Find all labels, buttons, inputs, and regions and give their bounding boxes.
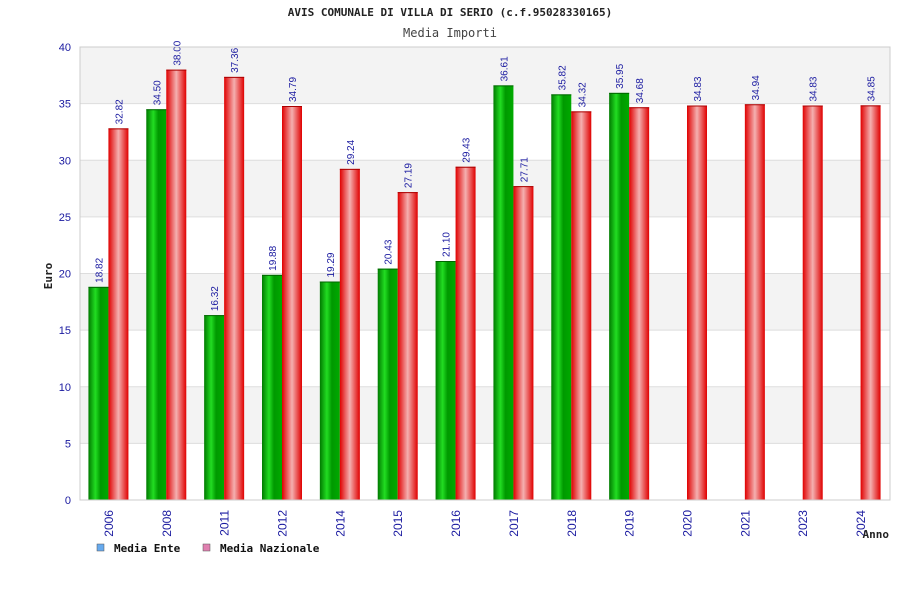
- data-label: 35.82: [557, 65, 568, 90]
- bar-media-nazionale: [687, 105, 707, 501]
- legend-swatch-media-nazionale: [202, 543, 211, 552]
- grid-band: [80, 330, 890, 387]
- bar-media-nazionale: [166, 69, 187, 501]
- data-label: 34.32: [577, 82, 588, 107]
- chart-subtitle: Media Importi: [403, 26, 497, 40]
- legend-label: Media Ente: [114, 542, 181, 555]
- legend: Media Ente Media Nazionale: [96, 542, 320, 555]
- grid-band: [80, 216, 890, 274]
- bar-media-nazionale: [224, 76, 245, 500]
- bar-media-ente: [262, 274, 282, 500]
- bars: [88, 69, 881, 501]
- bar-media-ente: [377, 268, 398, 500]
- data-label: 27.71: [519, 157, 530, 182]
- grid-band: [80, 47, 890, 104]
- data-label: 32.82: [114, 99, 125, 124]
- grid-band: [80, 386, 890, 444]
- bar-media-ente: [551, 94, 572, 500]
- grid-band: [80, 273, 890, 331]
- data-label: 37.36: [230, 47, 241, 72]
- grid-band: [80, 103, 890, 161]
- chart-title: AVIS COMUNALE DI VILLA DI SERIO (c.f.950…: [288, 6, 613, 19]
- x-tick-label: 2015: [391, 510, 405, 537]
- data-labels: 18.82 32.82 34.50 38.00 16.32 37.36 19.88 34.79…: [94, 40, 877, 311]
- grid-band: [80, 160, 890, 217]
- legend-label: Media Nazionale: [220, 542, 320, 555]
- bar-media-nazionale: [455, 166, 476, 500]
- data-label: 34.50: [152, 80, 163, 105]
- data-label: 34.83: [693, 76, 704, 101]
- grid-band: [80, 443, 890, 500]
- bar-media-ente: [319, 281, 340, 500]
- bar-media-ente: [493, 85, 514, 500]
- data-label: 35.95: [615, 63, 626, 88]
- legend-swatch-media-ente: [96, 543, 105, 552]
- bar-media-ente: [609, 92, 630, 501]
- bar-media-nazionale: [397, 192, 418, 501]
- bar-media-nazionale: [802, 105, 823, 501]
- bar-media-nazionale: [571, 111, 592, 501]
- data-label: 34.68: [635, 78, 646, 103]
- axes: 0 5 10 15 20 25 30 35 40 2006 2008 2011 2012 2014 2015…: [59, 42, 891, 537]
- y-tick-label: 5: [65, 438, 71, 450]
- y-tick-label: 15: [59, 325, 71, 337]
- data-label: 19.88: [268, 245, 279, 270]
- data-label: 16.32: [210, 286, 221, 311]
- bar-media-nazionale: [108, 128, 129, 500]
- data-label: 19.29: [326, 252, 337, 277]
- x-tick-label: 2006: [102, 510, 116, 537]
- data-label: 18.82: [94, 257, 105, 282]
- plot-frame: [79, 46, 891, 501]
- data-label: 34.79: [288, 77, 299, 102]
- y-axis-label: Euro: [42, 262, 55, 289]
- x-tick-label: 2020: [681, 510, 695, 537]
- x-tick-label: 2019: [623, 510, 637, 537]
- bar-media-ente: [146, 109, 167, 500]
- bar-media-nazionale: [513, 186, 534, 500]
- x-axis-label: Anno: [863, 528, 890, 541]
- bar-media-nazionale: [339, 168, 360, 500]
- x-tick-label: 2021: [738, 510, 752, 537]
- y-tick-label: 30: [59, 155, 71, 167]
- bar-media-nazionale: [282, 106, 302, 501]
- y-tick-label: 40: [59, 42, 71, 54]
- data-label: 34.94: [751, 75, 762, 100]
- data-label: 36.61: [499, 56, 510, 81]
- y-tick-label: 0: [65, 495, 71, 507]
- data-label: 20.43: [384, 239, 395, 264]
- x-tick-label: 2012: [276, 510, 290, 537]
- y-tick-label: 25: [59, 212, 71, 224]
- x-tick-label: 2024: [854, 510, 868, 537]
- x-tick-label: 2023: [796, 510, 810, 537]
- data-label: 34.85: [867, 76, 878, 101]
- bar-media-ente: [88, 286, 109, 500]
- bar-media-nazionale: [744, 104, 765, 500]
- data-label: 21.10: [442, 232, 453, 257]
- bar-media-nazionale: [629, 107, 650, 501]
- bar-media-ente: [435, 261, 456, 500]
- data-label: 34.83: [809, 76, 820, 101]
- data-label: 27.19: [404, 163, 415, 188]
- x-tick-label: 2018: [565, 510, 579, 537]
- x-tick-label: 2011: [218, 510, 232, 536]
- x-tick-label: 2017: [507, 510, 521, 537]
- y-tick-label: 10: [59, 382, 71, 394]
- data-label: 29.43: [462, 137, 473, 162]
- bar-media-ente: [204, 315, 225, 500]
- x-tick-label: 2008: [160, 510, 174, 537]
- x-tick-label: 2016: [449, 510, 463, 537]
- data-label: 38.00: [172, 40, 183, 65]
- grid: [80, 46, 890, 501]
- y-tick-label: 35: [59, 99, 71, 111]
- data-label: 29.24: [346, 139, 357, 164]
- y-tick-label: 20: [59, 269, 71, 281]
- x-tick-label: 2014: [333, 510, 347, 537]
- bar-media-nazionale: [860, 105, 881, 500]
